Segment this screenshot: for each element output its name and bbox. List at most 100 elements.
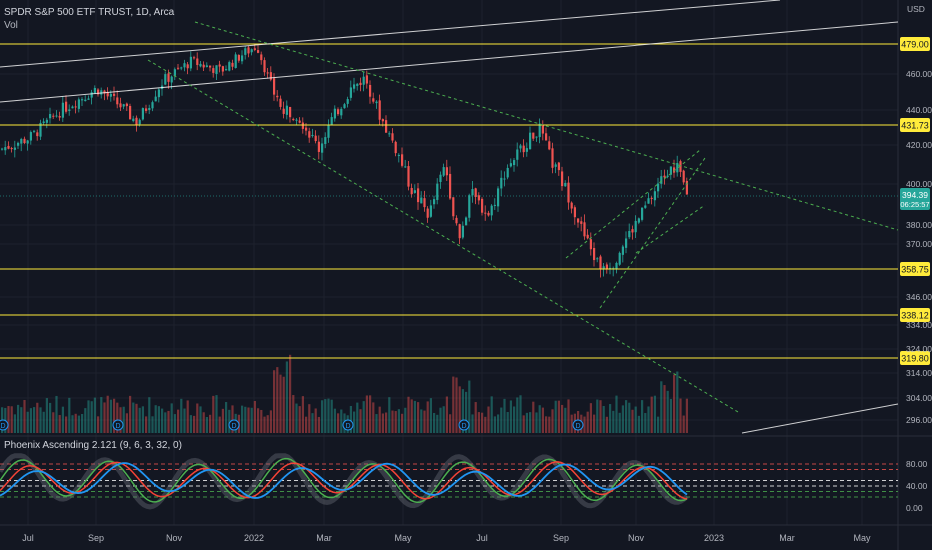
time-axis-label: Nov: [166, 533, 183, 543]
candle-body: [298, 120, 301, 123]
candle-body: [439, 174, 442, 182]
candle-body: [394, 141, 397, 154]
price-tick-label: 296.00: [906, 415, 932, 425]
candle-body: [141, 108, 144, 120]
volume-bar: [212, 395, 215, 433]
volume-bar: [186, 400, 189, 433]
volume-bar: [260, 409, 263, 433]
volume-bar: [631, 409, 634, 433]
volume-bar: [477, 412, 480, 433]
candle-body: [423, 198, 426, 208]
candle-body: [20, 138, 23, 144]
candle-body: [541, 124, 544, 134]
volume-bar: [218, 416, 221, 433]
candle-body: [177, 67, 180, 69]
volume-bar: [660, 381, 663, 433]
trend-line: [565, 149, 701, 259]
candle-body: [388, 133, 391, 135]
candle-body: [583, 222, 586, 237]
volume-bar: [564, 407, 567, 433]
candle-body: [538, 123, 541, 138]
volume-bar: [647, 406, 650, 433]
candle-body: [506, 167, 509, 178]
candle-body: [455, 217, 458, 224]
volume-bar: [330, 399, 333, 433]
volume-bar: [615, 395, 618, 433]
volume-bar: [20, 407, 23, 433]
candle-body: [330, 117, 333, 125]
candle-body: [650, 197, 653, 199]
candle-body: [679, 161, 682, 172]
candle-body: [529, 132, 532, 150]
candle-body: [605, 264, 608, 270]
candle-body: [116, 97, 119, 105]
volume-bar: [586, 411, 589, 433]
candle-body: [337, 109, 340, 115]
volume-bar: [455, 377, 458, 433]
volume-bar: [23, 399, 26, 433]
volume-bar: [71, 415, 74, 433]
volume-bar: [148, 397, 151, 433]
volume-bar: [596, 399, 599, 433]
candle-body: [609, 267, 612, 269]
volume-bar: [685, 398, 688, 433]
volume-bar: [177, 409, 180, 433]
dividend-marker-label: D: [575, 423, 580, 430]
candle-body: [45, 119, 48, 123]
volume-bar: [548, 416, 551, 433]
candle-body: [148, 108, 151, 111]
volume-bar: [170, 403, 173, 433]
candle-body: [621, 246, 624, 255]
volume-bar: [164, 412, 167, 433]
candle-body: [36, 132, 39, 137]
candle-body: [4, 147, 7, 151]
candle-body: [673, 167, 676, 173]
level-label: 358.75: [901, 265, 929, 275]
time-axis-label: Jul: [476, 533, 488, 543]
volume-bar: [362, 401, 365, 433]
candle-body: [109, 93, 112, 97]
volume-bar: [138, 407, 141, 433]
candle-body: [84, 99, 87, 102]
candle-body: [519, 145, 522, 149]
channel-line: [0, 0, 781, 68]
candle-body: [567, 182, 570, 203]
volume-bar: [263, 416, 266, 433]
volume-bar: [231, 405, 234, 433]
volume-bar: [522, 415, 525, 433]
oscillator-slow-line: [0, 462, 688, 499]
level-label: 479.00: [901, 40, 929, 50]
candle-body: [180, 67, 183, 69]
volume-bar: [452, 376, 455, 433]
candle-body: [452, 197, 455, 217]
candle-body: [375, 101, 378, 104]
candle-body: [599, 256, 602, 270]
candle-body: [641, 207, 644, 220]
volume-bar: [81, 413, 84, 433]
volume-bar: [413, 400, 416, 433]
candle-body: [97, 89, 100, 95]
candle-body: [442, 167, 445, 176]
candle-body: [509, 163, 512, 167]
candle-body: [266, 72, 269, 74]
volume-bar: [97, 416, 100, 433]
candle-body: [503, 178, 506, 180]
candle-body: [189, 56, 192, 69]
volume-bar: [285, 361, 288, 433]
candle-body: [308, 131, 311, 138]
candle-body: [663, 175, 666, 178]
candle-body: [1, 148, 4, 150]
volume-bar: [423, 410, 426, 433]
volume-bar: [666, 390, 669, 433]
time-axis-label: Mar: [779, 533, 795, 543]
current-price-label: 394.39: [902, 190, 928, 200]
volume-bar: [570, 414, 573, 433]
volume-bar: [113, 398, 116, 433]
candle-body: [260, 54, 263, 61]
candle-body: [215, 65, 218, 74]
candle-body: [669, 166, 672, 175]
volume-bar: [298, 406, 301, 433]
countdown-label: 06:25:57: [900, 200, 929, 209]
volume-bar: [253, 400, 256, 433]
